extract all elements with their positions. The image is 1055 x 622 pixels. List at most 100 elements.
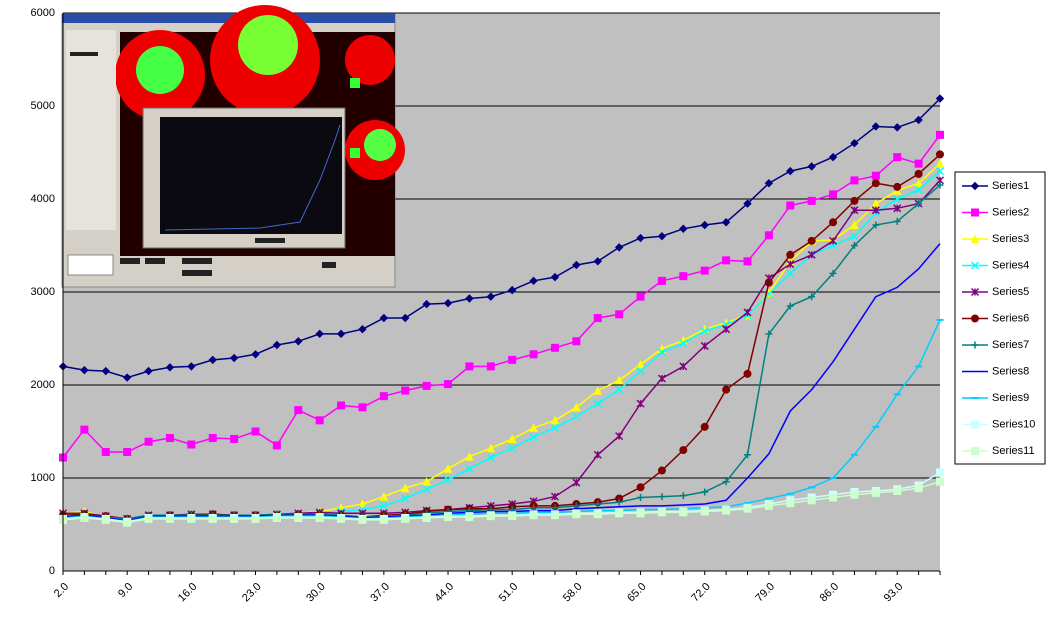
point (872, 172, 879, 179)
point (765, 502, 772, 509)
point (894, 154, 901, 161)
point (338, 515, 345, 522)
point (637, 293, 644, 300)
point (295, 407, 302, 414)
side-panel (66, 30, 116, 230)
chart: 01000200030004000500060002.09.016.023.03… (0, 0, 1055, 617)
point (680, 273, 687, 280)
point (637, 484, 644, 491)
control (70, 52, 98, 56)
point (209, 435, 216, 442)
y-tick-label: 0 (49, 565, 55, 577)
point (616, 510, 623, 517)
marker (350, 148, 360, 158)
point (680, 447, 687, 454)
cell-core (136, 46, 184, 94)
point (787, 500, 794, 507)
point (81, 426, 88, 433)
control (120, 258, 140, 264)
point (124, 519, 131, 526)
point (894, 488, 901, 495)
point (830, 219, 837, 226)
x-tick-label: 93.0 (882, 581, 906, 605)
point (252, 428, 259, 435)
point (551, 512, 558, 519)
point (616, 311, 623, 318)
point (701, 423, 708, 430)
point (594, 511, 601, 518)
point (937, 478, 944, 485)
control (182, 270, 212, 276)
point (872, 489, 879, 496)
point (487, 363, 494, 370)
point (658, 509, 665, 516)
control (145, 258, 165, 264)
point (744, 370, 751, 377)
point (808, 197, 815, 204)
point (701, 267, 708, 274)
legend-label: Series10 (992, 418, 1035, 430)
x-tick-label: 44.0 (433, 581, 457, 605)
point (231, 515, 238, 522)
point (765, 279, 772, 286)
point (830, 191, 837, 198)
point (915, 485, 922, 492)
point (188, 515, 195, 522)
y-tick-label: 1000 (31, 472, 55, 484)
point (787, 202, 794, 209)
x-tick-label: 79.0 (753, 581, 777, 605)
point (81, 514, 88, 521)
x-tick-label: 58.0 (561, 581, 585, 605)
point (594, 315, 601, 322)
point (680, 509, 687, 516)
point (380, 516, 387, 523)
control (68, 255, 113, 275)
point (915, 160, 922, 167)
inset-screenshot (62, 5, 405, 287)
point (445, 381, 452, 388)
y-tick-label: 4000 (31, 193, 55, 205)
control (322, 262, 336, 268)
point (573, 511, 580, 518)
point (509, 356, 516, 363)
point (102, 516, 109, 523)
legend-label: Series4 (992, 259, 1029, 271)
point (188, 441, 195, 448)
x-tick-label: 72.0 (689, 581, 713, 605)
legend-label: Series2 (992, 206, 1029, 218)
marker (350, 78, 360, 88)
x-tick-label: 9.0 (116, 581, 135, 600)
point (466, 363, 473, 370)
point (915, 170, 922, 177)
point (701, 508, 708, 515)
y-tick-label: 5000 (31, 100, 55, 112)
point (359, 516, 366, 523)
legend-marker (972, 421, 979, 428)
legend-label: Series9 (992, 392, 1029, 404)
legend-marker (972, 209, 979, 216)
point (402, 515, 409, 522)
y-tick-label: 2000 (31, 379, 55, 391)
point (166, 435, 173, 442)
point (145, 515, 152, 522)
point (808, 497, 815, 504)
point (252, 515, 259, 522)
x-tick-label: 65.0 (625, 581, 649, 605)
x-tick-label: 2.0 (52, 581, 71, 600)
x-tick-label: 16.0 (176, 581, 200, 605)
point (573, 338, 580, 345)
point (402, 387, 409, 394)
point (530, 512, 537, 519)
legend-label: Series8 (992, 365, 1029, 377)
point (658, 467, 665, 474)
point (637, 510, 644, 517)
x-tick-label: 30.0 (304, 581, 328, 605)
point (359, 404, 366, 411)
x-tick-label: 37.0 (368, 581, 392, 605)
point (231, 435, 238, 442)
point (509, 513, 516, 520)
point (658, 277, 665, 284)
point (851, 491, 858, 498)
point (273, 442, 280, 449)
legend-label: Series3 (992, 233, 1029, 245)
